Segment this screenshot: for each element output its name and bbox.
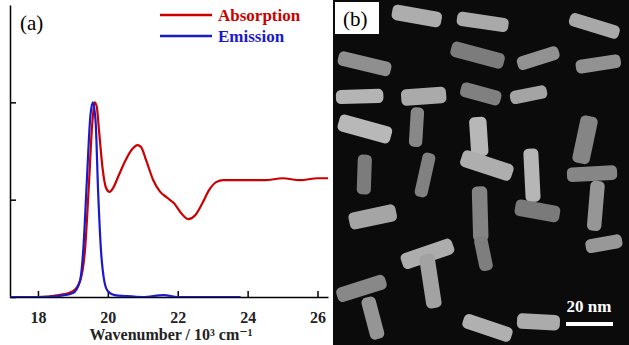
particle [587, 180, 606, 231]
canvas: 18 20 22 24 26 Absorption Emission Wavenumber /… [0, 0, 629, 345]
particles [335, 4, 623, 343]
y-tick-mark [10, 102, 16, 104]
spectrum-line [10, 102, 241, 297]
x-tick-label: 20 [100, 309, 116, 326]
x-tick-label: 24 [240, 309, 256, 326]
x-tick-mark [247, 291, 249, 297]
particle [523, 148, 541, 202]
particle [401, 86, 447, 106]
x-tick-mark [317, 291, 319, 297]
scale-bar-label: 20 nm [567, 297, 612, 316]
particle [517, 313, 561, 330]
image-background [333, 0, 629, 345]
particle [336, 89, 384, 105]
particle [419, 253, 443, 309]
legend-label: Absorption [218, 6, 301, 25]
particle [473, 235, 493, 272]
x-tick: 26 [310, 291, 326, 326]
particle [459, 149, 515, 182]
particle [360, 295, 385, 340]
particle [515, 45, 560, 72]
y-tick [10, 102, 16, 103]
panel-label: (a) [20, 11, 43, 35]
particle [347, 203, 397, 230]
panel-label: (b) [343, 7, 368, 31]
x-axis-title: Wavenumber / 10³ cm⁻¹ [89, 326, 252, 343]
particle [567, 165, 618, 182]
spectrum-line [10, 102, 328, 297]
particle [571, 114, 598, 165]
y-axis-line [10, 6, 12, 298]
particle [459, 81, 503, 106]
legend: Absorption Emission [160, 6, 301, 46]
panel-label-box [335, 2, 379, 34]
particle [514, 199, 561, 223]
figure: 18 20 22 24 26 Absorption Emission Wavenumber /… [0, 0, 629, 345]
particle [414, 152, 437, 199]
x-tick-label: 22 [170, 309, 186, 326]
particle [391, 4, 443, 28]
particle [449, 40, 506, 69]
particle [456, 11, 509, 33]
y-tick [10, 297, 16, 298]
particle [584, 234, 623, 254]
particle [409, 107, 425, 147]
particle [337, 50, 393, 77]
particle [335, 274, 388, 304]
particle [461, 313, 514, 344]
micrograph: (b) 20 nm [333, 0, 629, 345]
particle [575, 54, 622, 74]
y-tick [10, 200, 16, 201]
particle [336, 113, 393, 144]
legend-key [160, 14, 212, 17]
particle [472, 186, 489, 241]
scale-bar [566, 322, 613, 326]
y-tick-mark [10, 199, 16, 201]
x-tick: 24 [240, 291, 256, 326]
legend-key [160, 35, 212, 38]
particle [357, 154, 372, 194]
x-tick-label: 18 [30, 309, 46, 326]
x-tick: 20 [100, 291, 116, 326]
particle [509, 84, 548, 104]
particle [568, 12, 621, 40]
particle [469, 116, 489, 156]
plot-area [10, 102, 328, 297]
x-tick-label: 26 [310, 309, 326, 326]
y-axis [10, 6, 16, 298]
legend-label: Emission [218, 27, 285, 46]
